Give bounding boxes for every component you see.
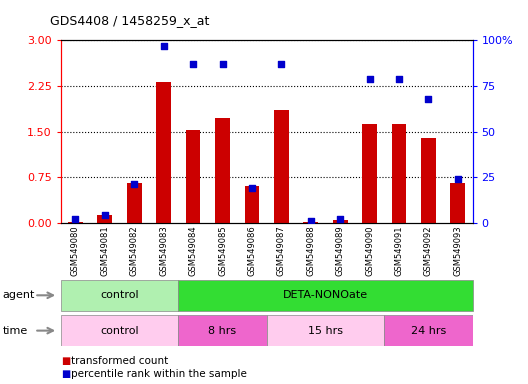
Bar [362,124,377,223]
Bar [68,222,83,223]
Bar [267,315,384,346]
Bar [384,315,473,346]
Bar [127,183,142,223]
Point [248,185,256,191]
Text: control: control [100,326,139,336]
Bar [215,118,230,223]
Text: 8 hrs: 8 hrs [209,326,237,336]
Bar [421,137,436,223]
Text: 15 hrs: 15 hrs [308,326,343,336]
Text: ■: ■ [61,369,70,379]
Point [71,216,80,222]
Text: transformed count: transformed count [71,356,168,366]
Point [365,76,374,82]
Bar [61,315,178,346]
Text: control: control [100,290,139,300]
Text: DETA-NONOate: DETA-NONOate [283,290,368,300]
Bar [186,130,201,223]
Bar [244,186,259,223]
Point [336,216,344,222]
Text: GDS4408 / 1458259_x_at: GDS4408 / 1458259_x_at [50,14,210,27]
Bar [333,220,347,223]
Point [130,181,138,187]
Text: ■: ■ [61,356,70,366]
Text: time: time [3,326,28,336]
Bar [304,222,318,223]
Bar [450,183,465,223]
Point [395,76,403,82]
Bar [274,110,289,223]
Text: agent: agent [3,290,35,300]
Bar [178,315,267,346]
Point [218,61,227,67]
Point [277,61,286,67]
Bar [392,124,407,223]
Text: 24 hrs: 24 hrs [411,326,446,336]
Bar [156,82,171,223]
Bar [98,215,112,223]
Point [454,176,462,182]
Bar [178,280,473,311]
Point [159,43,168,49]
Text: percentile rank within the sample: percentile rank within the sample [71,369,247,379]
Point [307,218,315,224]
Bar [61,280,178,311]
Point [189,61,197,67]
Point [101,212,109,218]
Point [424,96,432,102]
